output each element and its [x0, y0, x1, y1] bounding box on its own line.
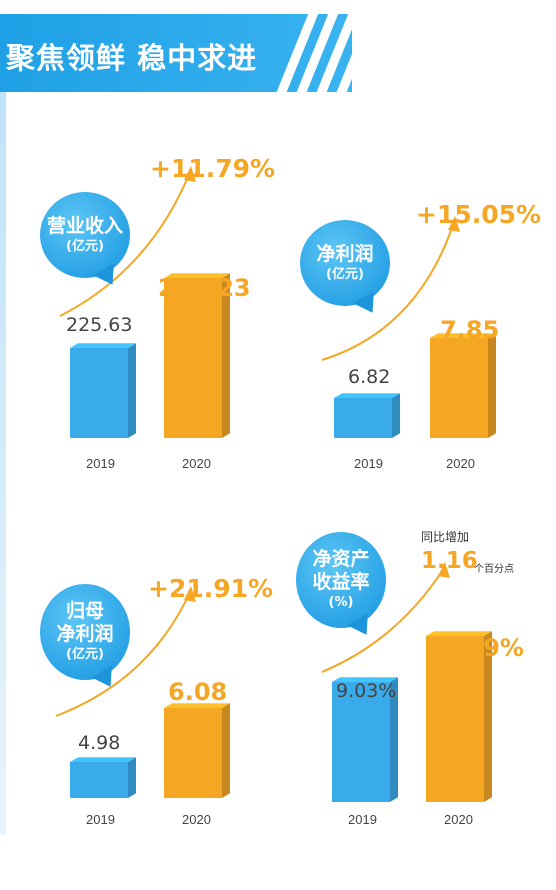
- chart-revenue: 营业收入 (亿元) +11.79% 225.63 252.23 2019 202…: [0, 150, 278, 480]
- growth-arrow-head: [184, 166, 196, 182]
- metric-bubble: 净利润 (亿元): [300, 220, 390, 319]
- chart-svg: [321, 216, 496, 438]
- metric-title: 收益率: [312, 571, 370, 593]
- bar-2020-top: [430, 333, 496, 338]
- value-label-2019: 4.98: [78, 732, 121, 754]
- x-tick-2020: 2020: [446, 456, 475, 471]
- metric-title: 归母: [65, 600, 104, 622]
- bar-2019-side: [390, 677, 398, 802]
- bar-2019-side: [392, 393, 400, 438]
- bar-2020-side: [484, 631, 492, 802]
- bar-2020: [164, 273, 230, 438]
- metric-title: 净利润: [56, 623, 114, 645]
- header-banner: 聚焦领鲜 稳中求进: [0, 14, 352, 92]
- x-tick-2020: 2020: [444, 812, 473, 827]
- growth-note-value: 1.16: [421, 548, 478, 574]
- value-label-2019: 9.03%: [336, 680, 397, 702]
- metric-bubble: 归母 净利润 (亿元): [40, 584, 130, 693]
- page-title: 聚焦领鲜 稳中求进: [6, 41, 258, 75]
- metric-unit: (亿元): [326, 266, 364, 282]
- x-tick-2019: 2019: [354, 456, 383, 471]
- bar-2020: [426, 631, 492, 802]
- growth-note-unit: 个百分点: [474, 564, 514, 575]
- left-accent-bar: [0, 68, 6, 835]
- x-tick-2019: 2019: [348, 812, 377, 827]
- bar-2020-front: [164, 278, 222, 438]
- growth-note-prefix: 同比增加: [421, 530, 470, 544]
- value-label-2019: 6.82: [348, 366, 391, 388]
- bar-2020-top: [426, 631, 492, 636]
- bar-2019-top: [332, 677, 398, 682]
- bar-2020-front: [164, 708, 222, 798]
- bar-2020-side: [488, 333, 496, 438]
- metric-unit: (亿元): [66, 647, 104, 662]
- x-tick-2020: 2020: [182, 812, 211, 827]
- chart-svg: [55, 586, 230, 798]
- bar-2019: [332, 677, 398, 802]
- chart-net-profit: 净利润 (亿元) +15.05% 6.82 7.85 2019 2020: [268, 180, 546, 510]
- metric-bubble: 营业收入 (亿元): [40, 192, 130, 291]
- metric-unit: (%): [328, 595, 354, 610]
- chart-svg: [321, 562, 492, 802]
- bar-2019: [70, 343, 136, 438]
- bar-2020-front: [426, 636, 484, 802]
- value-label-2020: 6.08: [168, 678, 228, 706]
- bar-2019-side: [128, 343, 136, 438]
- bar-2019-top: [334, 393, 400, 398]
- bar-2019-front: [70, 762, 128, 798]
- chart-roe: 净资产 收益率 (%) 同比增加 1.16 个百分点 9.03% 10.19% …: [268, 520, 546, 850]
- x-tick-2020: 2020: [182, 456, 211, 471]
- bar-2019: [70, 757, 136, 798]
- bar-2019: [334, 393, 400, 438]
- bar-2020: [430, 333, 496, 438]
- growth-arrow-head: [448, 216, 460, 232]
- growth-arrow-head: [184, 586, 196, 602]
- metric-bubble: 净资产 收益率 (%): [296, 532, 386, 641]
- value-label-2020: 10.19%: [424, 634, 524, 662]
- chart-svg: [59, 166, 230, 438]
- growth-label: +11.79%: [150, 154, 276, 183]
- metric-title: 净利润: [316, 242, 374, 265]
- bar-2020-top: [164, 273, 230, 278]
- x-tick-2019: 2019: [86, 456, 115, 471]
- growth-arrow-line: [321, 221, 455, 361]
- growth-arrow-line: [59, 171, 191, 317]
- bar-2019-front: [334, 398, 392, 438]
- chart-attributable-net-profit: 归母 净利润 (亿元) +21.91% 4.98 6.08 2019 2020: [0, 560, 278, 890]
- growth-label: +21.91%: [148, 574, 274, 603]
- growth-arrow-head: [438, 562, 450, 578]
- x-tick-2019: 2019: [86, 812, 115, 827]
- metric-title: 净资产: [312, 548, 370, 570]
- metric-title: 营业收入: [46, 214, 123, 237]
- growth-arrow-line: [321, 567, 445, 673]
- bar-2020: [164, 703, 230, 798]
- value-label-2020: 252.23: [158, 274, 251, 302]
- bar-2019-front: [332, 682, 390, 802]
- value-label-2019: 225.63: [66, 314, 133, 336]
- bar-2019-front: [70, 348, 128, 438]
- bar-2020-side: [222, 273, 230, 438]
- bar-2020-top: [164, 703, 230, 708]
- bar-2020-side: [222, 703, 230, 798]
- bar-2019-top: [70, 343, 136, 348]
- metric-unit: (亿元): [66, 238, 104, 254]
- bar-2019-top: [70, 757, 136, 762]
- bar-2020-front: [430, 338, 488, 438]
- growth-arrow-line: [55, 591, 191, 717]
- value-label-2020: 7.85: [440, 316, 500, 344]
- growth-label: +15.05%: [416, 200, 542, 229]
- bar-2019-side: [128, 757, 136, 798]
